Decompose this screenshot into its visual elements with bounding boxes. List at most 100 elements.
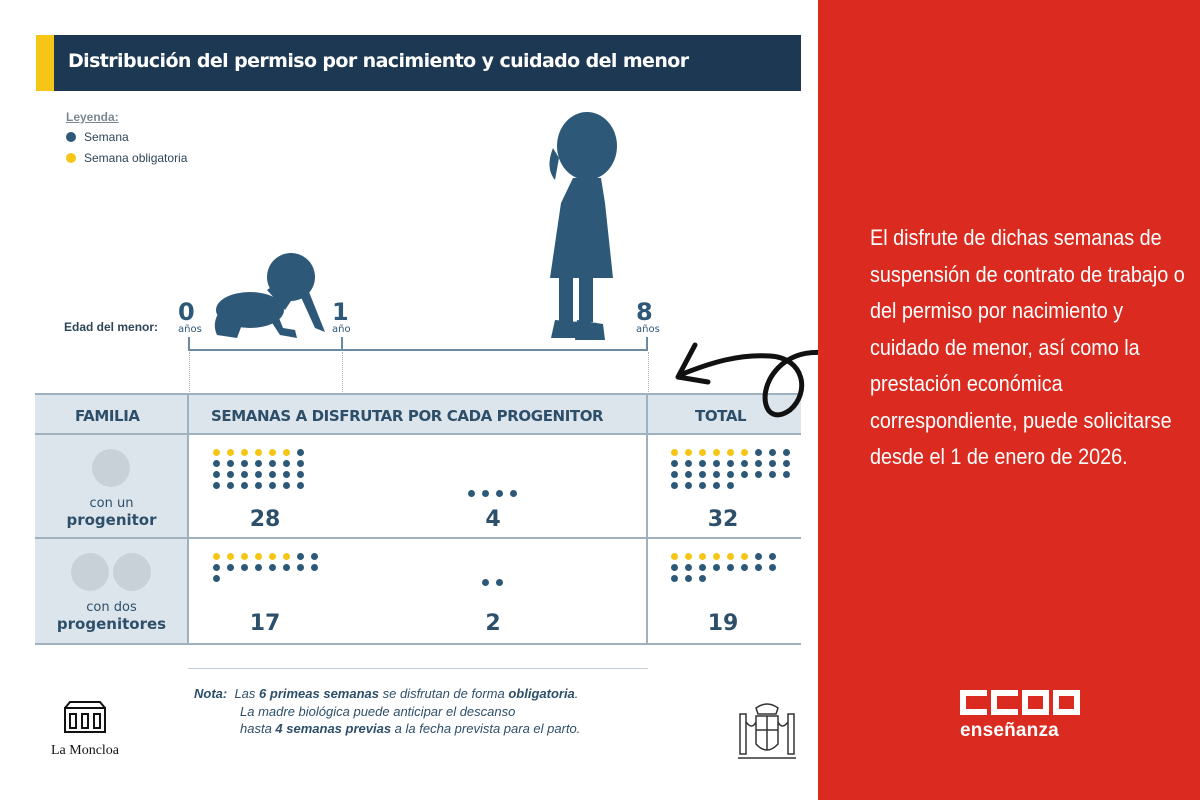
week-dot bbox=[769, 471, 776, 478]
week-dot bbox=[685, 564, 692, 571]
legend-item-mandatory: Semana obligatoria bbox=[66, 151, 187, 165]
mandatory-week-dot bbox=[727, 449, 734, 456]
week-dot bbox=[769, 460, 776, 467]
header-family: FAMILIA bbox=[75, 407, 140, 425]
week-dot bbox=[713, 471, 720, 478]
note-text: a la fecha prevista para el parto. bbox=[391, 721, 581, 737]
week-dot bbox=[769, 449, 776, 456]
baby-silhouette-icon bbox=[214, 253, 325, 338]
week-dot bbox=[283, 460, 290, 467]
week-dot bbox=[741, 564, 748, 571]
table-divider bbox=[187, 393, 189, 645]
legend-title: Leyenda: bbox=[66, 110, 119, 124]
legend-label: Semana bbox=[84, 130, 129, 144]
week-dot bbox=[769, 564, 776, 571]
page-title: Distribución del permiso por nacimiento … bbox=[68, 50, 689, 72]
mandatory-week-dot bbox=[227, 449, 234, 456]
weeks-until-eight: 2 bbox=[485, 611, 501, 636]
legend: Leyenda: Semana Semana obligatoria bbox=[66, 110, 187, 172]
week-dot bbox=[699, 564, 706, 571]
week-dot bbox=[741, 471, 748, 478]
week-dot-icon bbox=[66, 132, 76, 142]
week-dot bbox=[783, 471, 790, 478]
note-text: Las bbox=[234, 686, 260, 701]
week-dot bbox=[283, 471, 290, 478]
mandatory-week-dot bbox=[699, 553, 706, 560]
week-dot bbox=[213, 564, 220, 571]
mandatory-week-dot bbox=[699, 449, 706, 456]
week-dot bbox=[255, 471, 262, 478]
week-dot bbox=[713, 564, 720, 571]
week-dot bbox=[241, 482, 248, 489]
mandatory-week-dot bbox=[213, 553, 220, 560]
week-dot bbox=[269, 564, 276, 571]
mandatory-week-dot bbox=[713, 449, 720, 456]
weeks-until-eight: 4 bbox=[485, 507, 501, 532]
weeks-first-year: 28 bbox=[249, 507, 281, 532]
age-mark-0: 0 años bbox=[178, 300, 202, 335]
dot-grid-until-eight bbox=[482, 579, 671, 586]
week-dot bbox=[755, 553, 762, 560]
mandatory-week-dot bbox=[283, 553, 290, 560]
week-dot bbox=[213, 482, 220, 489]
weeks-total: 32 bbox=[707, 507, 739, 532]
mandatory-week-dot bbox=[269, 553, 276, 560]
week-dot bbox=[227, 482, 234, 489]
week-dot bbox=[699, 471, 706, 478]
week-dot bbox=[213, 460, 220, 467]
week-dot bbox=[283, 564, 290, 571]
week-dot bbox=[671, 575, 678, 582]
week-dot bbox=[311, 564, 318, 571]
week-dot bbox=[227, 471, 234, 478]
week-dot bbox=[755, 471, 762, 478]
age-timeline bbox=[188, 337, 648, 351]
parent-avatar-icon bbox=[92, 449, 130, 487]
week-dot bbox=[482, 579, 489, 586]
week-dot bbox=[269, 482, 276, 489]
week-dot bbox=[727, 460, 734, 467]
mandatory-week-dot bbox=[671, 553, 678, 560]
moncloa-logo: La Moncloa bbox=[40, 700, 130, 759]
week-dot bbox=[510, 490, 517, 497]
moncloa-text: La Moncloa bbox=[50, 743, 120, 758]
week-dot bbox=[241, 564, 248, 571]
mandatory-week-dot bbox=[255, 553, 262, 560]
age-label: Edad del menor: bbox=[64, 320, 159, 334]
guide-line bbox=[648, 352, 649, 392]
mandatory-dot-icon bbox=[66, 153, 76, 163]
week-dot bbox=[671, 564, 678, 571]
mandatory-week-dot bbox=[713, 553, 720, 560]
week-dot bbox=[727, 482, 734, 489]
table-row: con un progenitor 28 4 32 bbox=[35, 435, 801, 539]
side-text: El disfrute de dichas semanas de suspens… bbox=[870, 225, 1185, 469]
side-panel: El disfrute de dichas semanas de suspens… bbox=[818, 0, 1200, 800]
mandatory-week-dot bbox=[741, 553, 748, 560]
age-value: 8 bbox=[636, 298, 653, 326]
mandatory-week-dot bbox=[741, 449, 748, 456]
week-dot bbox=[671, 482, 678, 489]
week-dot bbox=[241, 471, 248, 478]
note-text: La madre biológica puede anticipar el de… bbox=[240, 703, 516, 719]
dot-grid-total bbox=[671, 553, 776, 582]
week-dot bbox=[671, 471, 678, 478]
week-dot bbox=[755, 449, 762, 456]
age-mark-1: 1 año bbox=[332, 300, 351, 335]
week-dot bbox=[755, 460, 762, 467]
note-label: Nota: bbox=[194, 686, 228, 701]
legend-item-week: Semana bbox=[66, 130, 187, 144]
week-dot bbox=[297, 553, 304, 560]
week-dot bbox=[699, 575, 706, 582]
age-unit: años bbox=[636, 324, 660, 335]
week-dot bbox=[468, 490, 475, 497]
note: Nota: Las 6 primeas semanas se disfrutan… bbox=[194, 685, 580, 738]
week-dot bbox=[297, 482, 304, 489]
legend-label: Semana obligatoria bbox=[84, 151, 188, 165]
mandatory-week-dot bbox=[227, 553, 234, 560]
note-text: 6 primeas semanas bbox=[259, 686, 379, 701]
ccoo-subtitle: enseñanza bbox=[960, 720, 1059, 741]
week-dot bbox=[269, 471, 276, 478]
weeks-table: FAMILIA SEMANAS A DISFRUTAR POR CADA PRO… bbox=[35, 393, 801, 645]
weeks-total: 19 bbox=[707, 611, 739, 636]
week-dot bbox=[783, 460, 790, 467]
